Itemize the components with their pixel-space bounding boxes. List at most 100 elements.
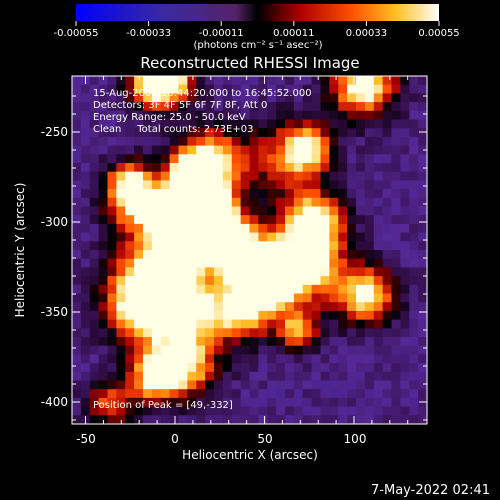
image-pixel: [285, 189, 295, 199]
image-pixel: [187, 389, 197, 399]
image-pixel: [178, 215, 188, 225]
image-pixel: [356, 250, 366, 260]
image-pixel: [418, 328, 427, 338]
image-pixel: [356, 371, 366, 382]
image-pixel: [143, 397, 153, 408]
image-pixel: [356, 293, 366, 303]
image-pixel: [329, 102, 339, 112]
image-pixel: [72, 180, 82, 190]
image-pixel: [382, 163, 393, 173]
image-pixel: [418, 319, 427, 329]
image-pixel: [143, 215, 153, 225]
image-pixel: [89, 328, 100, 338]
image-pixel: [267, 345, 277, 355]
image-pixel: [169, 93, 180, 103]
image-pixel: [285, 197, 295, 208]
image-pixel: [160, 415, 171, 424]
image-pixel: [169, 276, 180, 286]
image-pixel: [178, 223, 188, 234]
image-pixel: [205, 267, 215, 277]
image-pixel: [160, 110, 171, 121]
image-pixel: [222, 76, 233, 86]
image-pixel: [293, 389, 304, 399]
image-pixel: [72, 319, 82, 329]
image-pixel: [72, 302, 82, 312]
image-pixel: [311, 250, 322, 260]
image-pixel: [320, 380, 330, 390]
image-pixel: [143, 223, 153, 234]
image-pixel: [338, 363, 348, 373]
image-pixel: [98, 371, 109, 382]
image-pixel: [293, 406, 304, 416]
image-pixel: [80, 110, 91, 121]
image-pixel: [258, 345, 268, 355]
image-pixel: [98, 206, 109, 216]
image-pixel: [267, 136, 277, 147]
image-pixel: [98, 180, 109, 190]
image-pixel: [356, 267, 366, 277]
image-pixel: [240, 415, 251, 424]
image-pixel: [72, 110, 82, 121]
image-pixel: [196, 145, 206, 155]
image-pixel: [231, 389, 242, 399]
image-pixel: [178, 206, 188, 216]
image-pixel: [400, 380, 410, 390]
image-pixel: [400, 163, 410, 173]
image-pixel: [214, 232, 224, 242]
image-pixel: [364, 189, 375, 199]
image-pixel: [134, 84, 144, 94]
image-pixel: [249, 163, 259, 173]
image-pixel: [98, 267, 109, 277]
image-pixel: [98, 354, 109, 364]
image-pixel: [409, 223, 419, 234]
image-pixel: [107, 345, 117, 355]
image-pixel: [196, 397, 206, 408]
image-pixel: [356, 310, 366, 321]
image-pixel: [240, 110, 251, 121]
image-pixel: [125, 310, 135, 321]
image-pixel: [276, 232, 286, 242]
image-pixel: [89, 215, 100, 225]
image-pixel: [356, 145, 366, 155]
image-pixel: [338, 154, 348, 164]
image-pixel: [276, 371, 286, 382]
image-pixel: [178, 250, 188, 260]
image-pixel: [214, 171, 224, 181]
image-pixel: [196, 302, 206, 312]
image-pixel: [364, 136, 375, 147]
reconstructed-image-pixels: [72, 76, 427, 424]
image-pixel: [293, 302, 304, 312]
image-pixel: [311, 406, 322, 416]
image-pixel: [409, 310, 419, 321]
image-pixel: [116, 354, 126, 364]
image-pixel: [276, 328, 286, 338]
image-pixel: [134, 345, 144, 355]
image-pixel: [338, 180, 348, 190]
image-pixel: [409, 293, 419, 303]
image-pixel: [240, 154, 251, 164]
image-pixel: [364, 119, 375, 129]
image-pixel: [320, 223, 330, 234]
image-pixel: [151, 354, 162, 364]
image-pixel: [347, 189, 357, 199]
image-pixel: [391, 328, 401, 338]
image-pixel: [400, 206, 410, 216]
image-pixel: [373, 154, 384, 164]
image-pixel: [205, 397, 215, 408]
image-pixel: [267, 206, 277, 216]
image-pixel: [329, 319, 339, 329]
image-pixel: [409, 110, 419, 121]
image-pixel: [222, 215, 233, 225]
image-pixel: [240, 241, 251, 251]
image-pixel: [134, 128, 144, 138]
image-pixel: [418, 180, 427, 190]
image-pixel: [143, 310, 153, 321]
image-pixel: [364, 128, 375, 138]
x-tick-label: 0: [171, 432, 179, 446]
image-pixel: [98, 110, 109, 121]
image-pixel: [72, 154, 82, 164]
image-pixel: [356, 389, 366, 399]
image-pixel: [196, 84, 206, 94]
image-pixel: [151, 363, 162, 373]
image-pixel: [72, 145, 82, 155]
